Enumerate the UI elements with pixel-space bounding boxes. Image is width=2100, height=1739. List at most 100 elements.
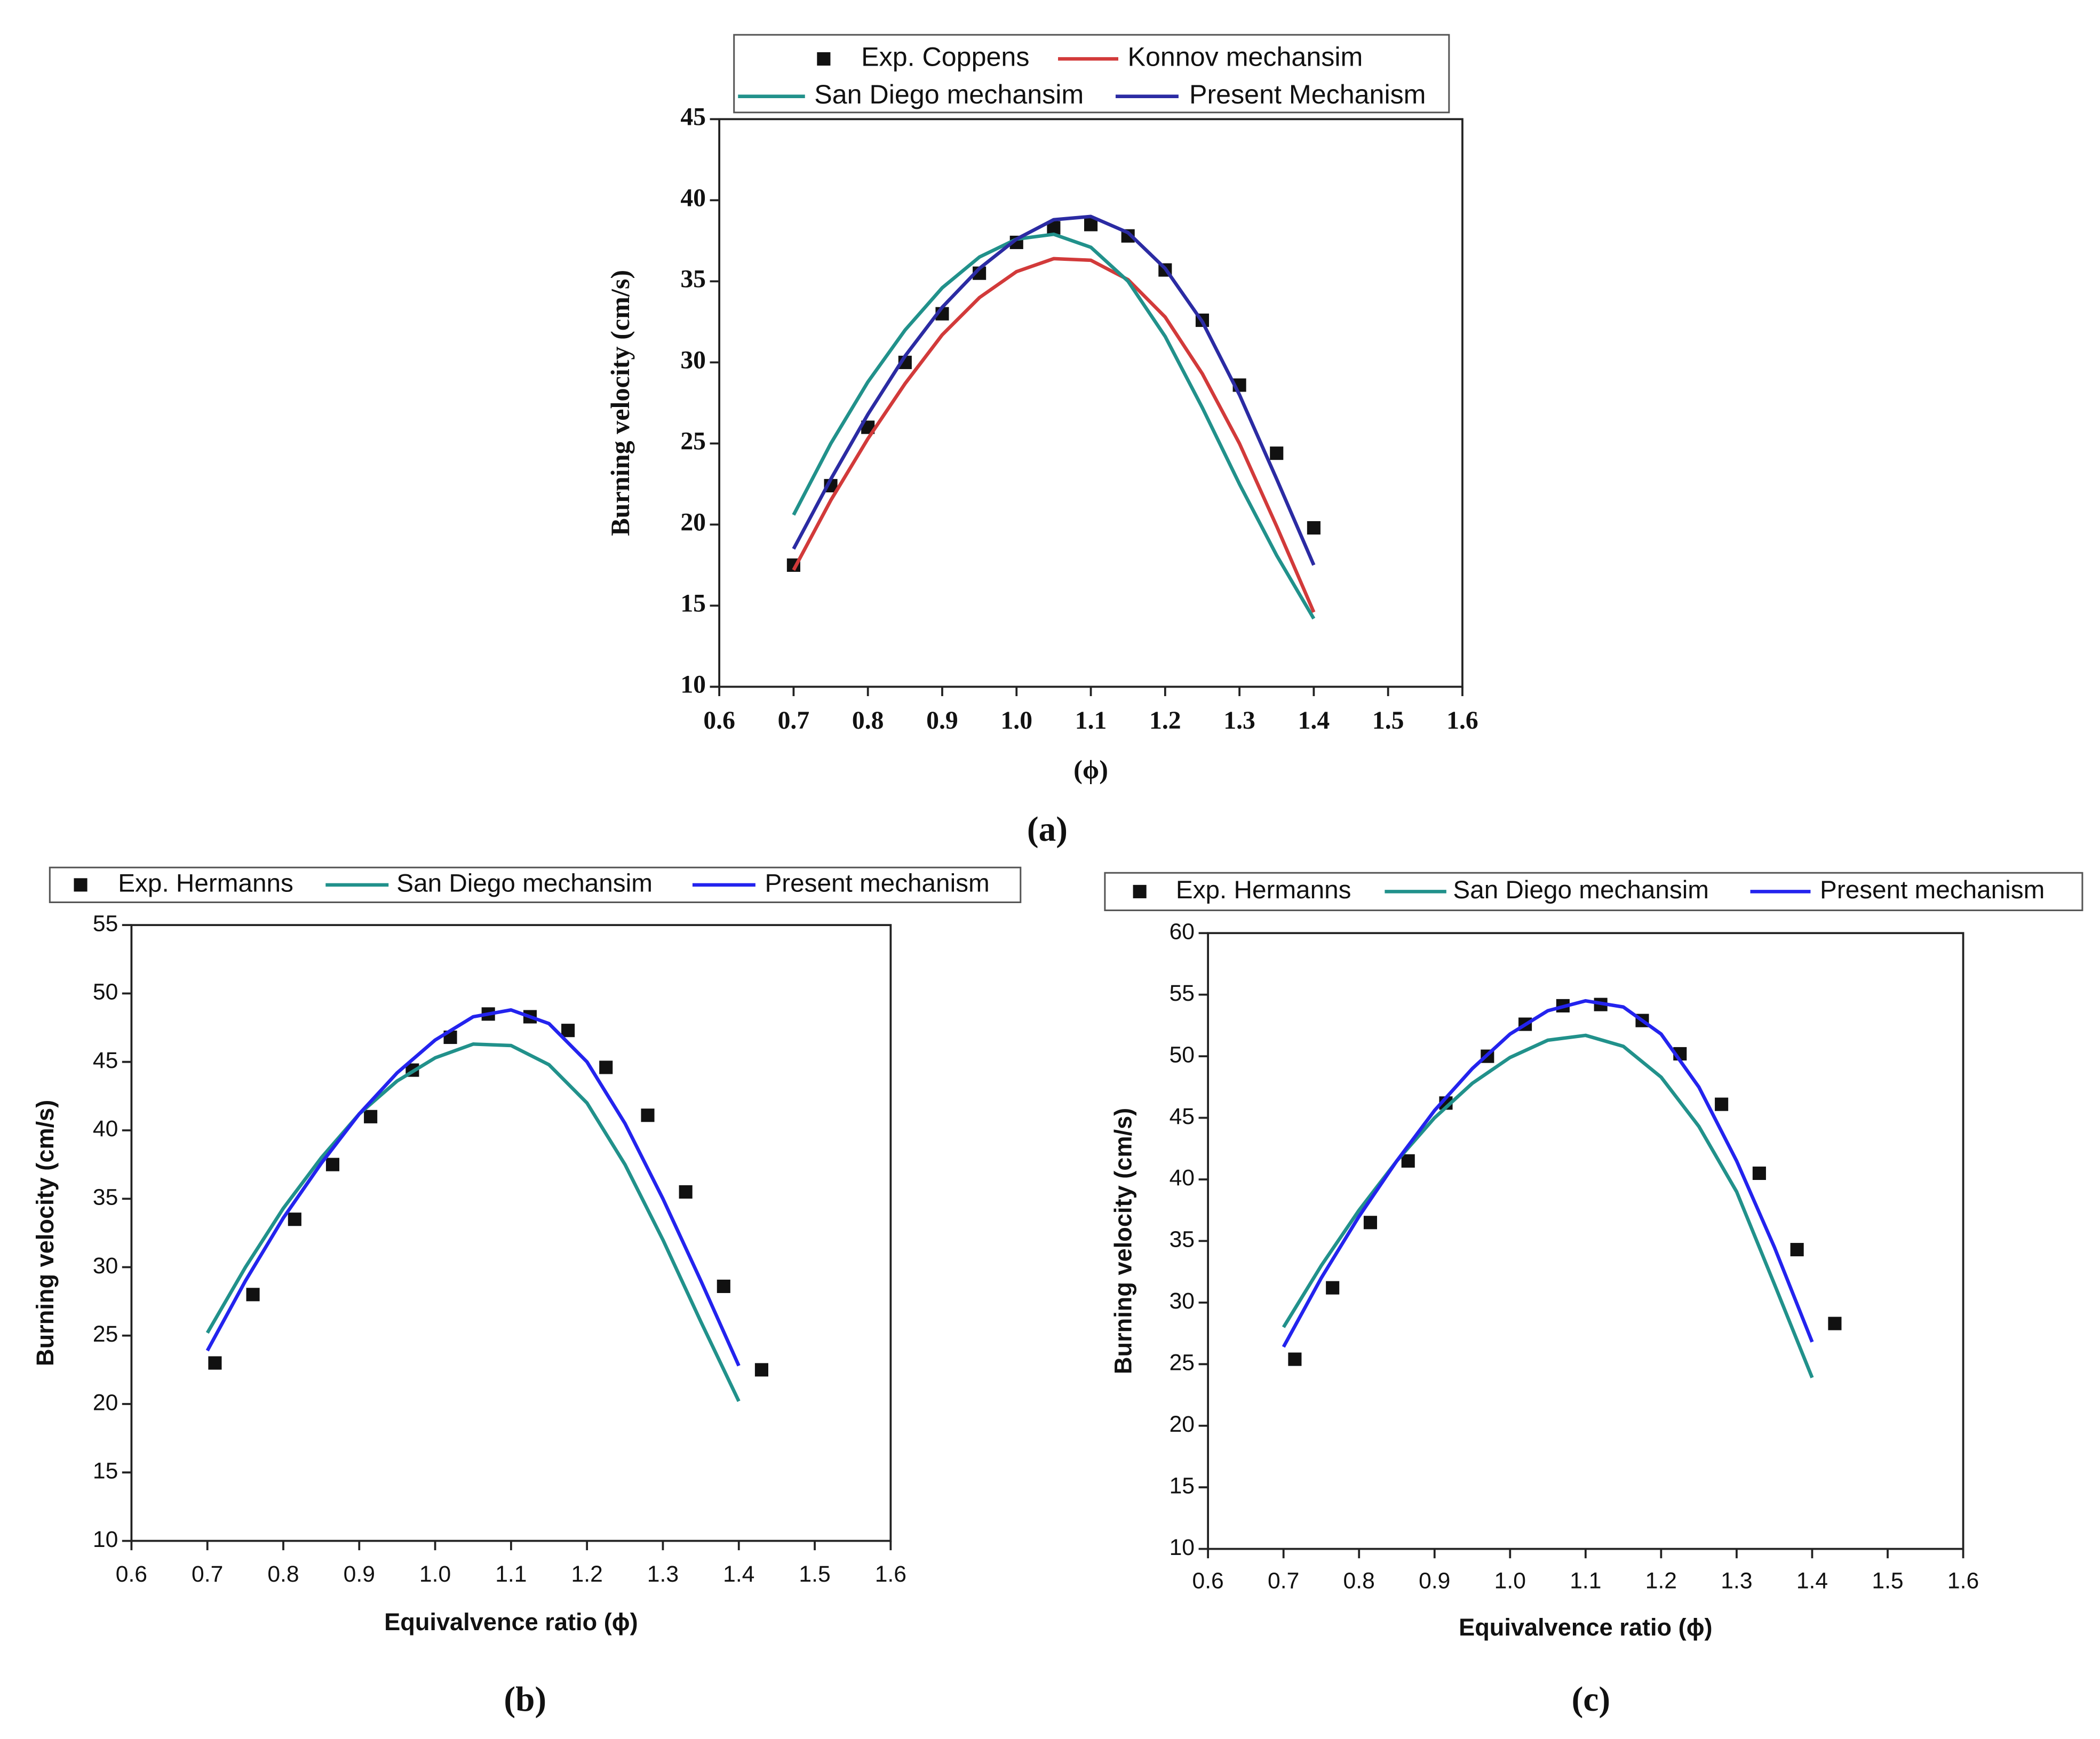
x-tick-label: 0.9 [926,707,958,735]
y-tick-label: 15 [1170,1473,1195,1498]
y-tick-label: 20 [680,508,706,536]
y-tick-label: 25 [93,1321,118,1347]
y-tick-label: 25 [680,427,706,455]
y-axis-label: Burning velocity (cm/s) [605,270,635,536]
y-tick-label: 50 [1170,1042,1195,1067]
legend-marker [1133,884,1147,898]
data-point [679,1185,693,1199]
plot-frame [130,924,892,1542]
x-axis-label: Equivalvence ratio (ϕ) [384,1608,638,1636]
legend-label: Exp. Hermanns [1176,876,1351,904]
x-tick-label: 1.5 [1372,707,1404,735]
x-tick-label: 1.3 [1721,1568,1752,1594]
x-tick-label: 1.2 [571,1561,603,1587]
legend-marker [74,878,88,892]
data-point [1307,521,1321,535]
x-tick-label: 0.6 [703,707,735,735]
y-tick-label: 10 [1170,1535,1195,1560]
x-tick-label: 1.5 [799,1561,830,1587]
legend-label: Exp. Hermanns [118,869,293,897]
series-line [1282,999,1814,1348]
x-tick-label: 1.5 [1872,1568,1903,1594]
plot-frame [718,118,1463,688]
x-tick-label: 1.6 [875,1561,906,1587]
x-tick-label: 0.8 [852,707,884,735]
data-point [208,1356,222,1370]
x-tick-label: 0.7 [192,1561,223,1587]
data-point [717,1279,730,1293]
x-tick-label: 0.7 [778,707,810,735]
y-tick-label: 30 [93,1253,118,1279]
legend-label: Present Mechanism [1189,79,1426,109]
data-point [1270,446,1284,460]
data-point [561,1024,575,1038]
series-line [205,1042,741,1402]
x-tick-label: 0.9 [1419,1568,1450,1594]
y-tick-label: 40 [680,184,706,212]
data-point [1363,1216,1378,1230]
x-tick-label: 0.7 [1268,1568,1299,1594]
legend-box [49,866,1022,903]
legend-marker [817,52,831,66]
series-line [205,1008,741,1367]
x-tick-label: 0.8 [1343,1568,1375,1594]
data-point [754,1363,769,1377]
series-line [792,257,1316,613]
data-point [325,1158,340,1171]
x-tick-label: 1.4 [723,1561,754,1587]
legend-label: Konnov mechansim [1128,42,1363,72]
x-tick-label: 0.6 [1192,1568,1223,1594]
series-line [792,232,1316,620]
y-tick-label: 60 [1170,919,1195,944]
y-tick-label: 40 [1170,1165,1195,1191]
data-point [1326,1281,1340,1295]
y-tick-label: 35 [1170,1227,1195,1253]
legend-label: San Diego mechansim [814,79,1084,109]
y-tick-label: 40 [93,1116,118,1142]
x-tick-label: 1.1 [495,1561,527,1587]
data-point [246,1288,260,1302]
x-tick-label: 1.1 [1075,707,1107,735]
x-axis-label: (ϕ) [1073,755,1108,785]
x-tick-label: 0.6 [116,1561,147,1587]
data-point [288,1212,301,1226]
panel-caption: (b) [504,1680,546,1719]
y-tick-label: 55 [93,911,118,936]
data-point [1715,1097,1729,1111]
y-axis-label: Burning velocity (cm/s) [1109,1108,1136,1374]
data-point [641,1108,655,1122]
x-tick-label: 0.9 [344,1561,375,1587]
y-tick-label: 30 [1170,1288,1195,1314]
y-tick-label: 35 [93,1184,118,1210]
data-point [1828,1317,1842,1330]
y-tick-label: 50 [93,979,118,1005]
legend-label: Exp. Coppens [861,42,1029,72]
x-axis-label: Equivalvence ratio (ϕ) [1459,1614,1713,1641]
series-line [1282,1033,1814,1378]
x-tick-label: 1.1 [1570,1568,1601,1594]
y-axis-label: Burning velocity (cm/s) [31,1100,59,1366]
y-tick-label: 45 [93,1048,118,1073]
y-tick-label: 45 [1170,1104,1195,1129]
x-tick-label: 1.6 [1947,1568,1979,1594]
y-tick-label: 20 [93,1390,118,1415]
y-tick-label: 15 [680,589,706,617]
legend-label: Present mechanism [1820,876,2045,904]
legend-label: San Diego mechansim [1453,876,1709,904]
data-point [1401,1154,1415,1168]
x-tick-label: 1.3 [1223,707,1255,735]
data-point [364,1110,378,1123]
plot-frame [1207,932,1964,1550]
y-tick-label: 55 [1170,980,1195,1006]
x-tick-label: 1.0 [1000,707,1032,735]
y-tick-label: 35 [680,265,706,293]
series-line [792,214,1316,566]
panel-caption: (a) [1027,810,1068,849]
x-tick-label: 1.6 [1446,707,1478,735]
x-tick-label: 0.8 [267,1561,299,1587]
data-point [599,1060,613,1074]
x-tick-label: 1.4 [1796,1568,1828,1594]
panel-caption: (c) [1572,1680,1610,1719]
data-point [1790,1243,1804,1257]
data-point [1752,1166,1766,1180]
